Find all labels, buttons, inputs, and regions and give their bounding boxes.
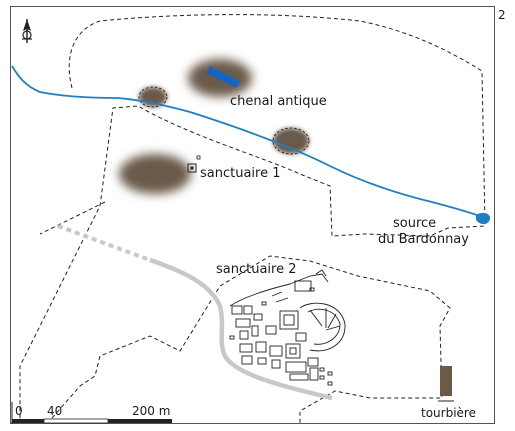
- scale-bar: 0 40 200 m: [11, 402, 172, 424]
- excavation-boundary: [19, 14, 486, 421]
- scale-tick-200: 200 m: [132, 404, 170, 418]
- bardonnay-river: [11, 65, 481, 217]
- ancient-channel: [206, 66, 240, 88]
- road: [149, 257, 333, 401]
- road-dotted: [57, 224, 151, 262]
- map-frame: [10, 6, 495, 424]
- legend-peat-swatch: [440, 366, 452, 396]
- legend-tourbiere-label: tourbière: [421, 406, 476, 420]
- site-map: chenal antique sanctuaire 1 sanctuaire 2…: [11, 14, 491, 424]
- peat-area-west: [119, 154, 191, 194]
- figure-number: 2: [498, 8, 506, 22]
- legend: tourbière: [421, 366, 476, 420]
- label-source: source: [393, 216, 436, 231]
- scale-tick-0: 0: [15, 404, 23, 418]
- label-sanctuaire-2: sanctuaire 2: [216, 262, 297, 277]
- river-source-icon: [476, 212, 491, 225]
- sanctuary-2-complex: [229, 269, 346, 386]
- excavation-boundary-south: [39, 201, 451, 424]
- scale-tick-40: 40: [47, 404, 62, 418]
- peat-area-small-2: [273, 128, 309, 154]
- sanctuary-1-building: [187, 155, 201, 173]
- label-chenal-antique: chenal antique: [230, 94, 327, 109]
- label-du-bardonnay: du Bardonnay: [378, 232, 469, 247]
- label-sanctuaire-1: sanctuaire 1: [200, 166, 281, 181]
- north-arrow-icon: [22, 19, 32, 43]
